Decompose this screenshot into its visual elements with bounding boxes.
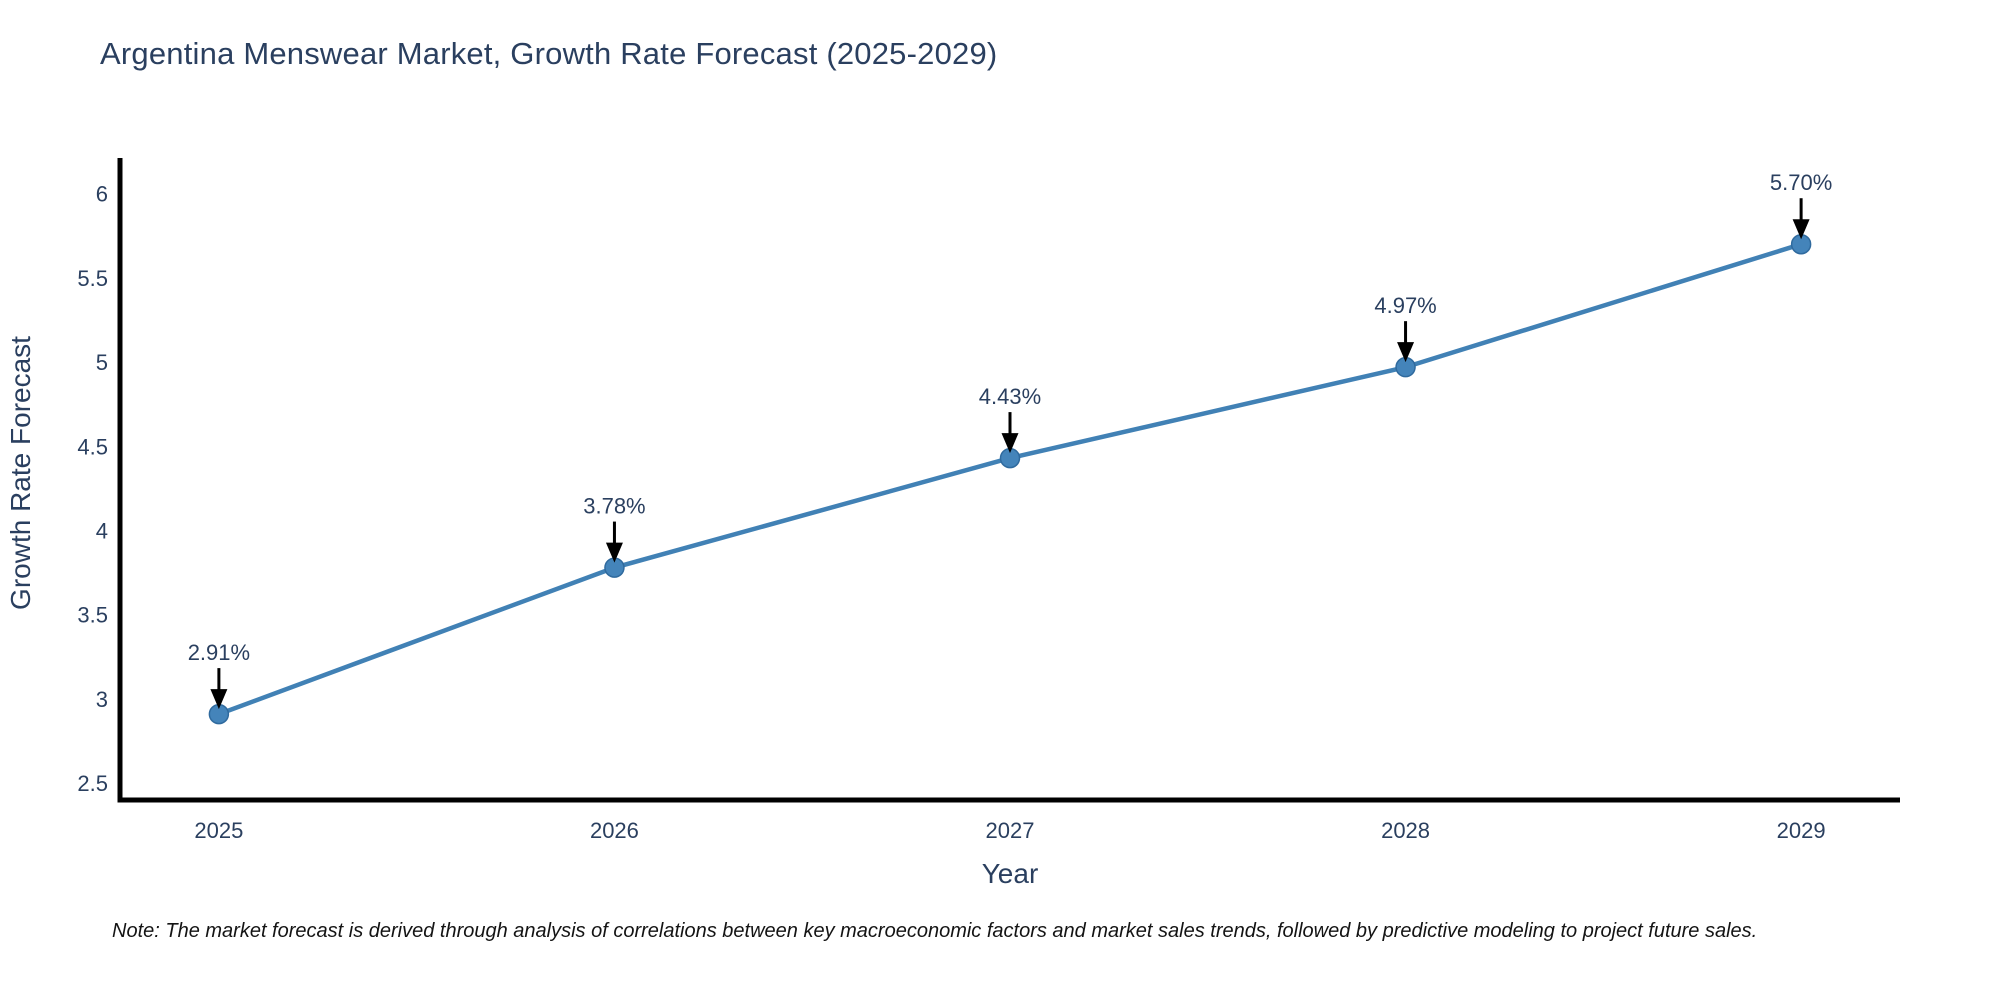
point-label: 4.97% [1374, 293, 1436, 318]
x-tick-label: 2026 [590, 818, 639, 843]
y-tick-label: 3.5 [77, 603, 108, 628]
annotation-arrowhead [1792, 219, 1810, 240]
annotation-arrowhead [210, 689, 228, 710]
point-label: 3.78% [583, 494, 645, 519]
y-tick-label: 6 [96, 182, 108, 207]
x-tick-label: 2025 [194, 818, 243, 843]
y-tick-label: 2.5 [77, 771, 108, 796]
annotation-arrowhead [605, 542, 623, 563]
annotation-arrowhead [1397, 342, 1415, 363]
y-axis-title: Growth Rate Forecast [5, 336, 36, 610]
series-markers [208, 233, 1812, 725]
point-label: 4.43% [979, 384, 1041, 409]
y-tick-label: 4 [96, 519, 108, 544]
y-tick-label: 5 [96, 350, 108, 375]
x-tick-label: 2027 [986, 818, 1035, 843]
annotation-arrowhead [1001, 433, 1019, 454]
x-tick-label: 2029 [1777, 818, 1826, 843]
footnote: Note: The market forecast is derived thr… [112, 920, 1758, 942]
series-line [216, 241, 1804, 717]
x-axis-title: Year [982, 858, 1039, 889]
point-label: 5.70% [1770, 170, 1832, 195]
y-tick-label: 3 [96, 687, 108, 712]
annotation-arrows [210, 198, 1810, 710]
y-tick-label: 4.5 [77, 434, 108, 459]
y-tick-label: 5.5 [77, 266, 108, 291]
point-label: 2.91% [188, 640, 250, 665]
chart-title: Argentina Menswear Market, Growth Rate F… [100, 36, 998, 71]
x-tick-label: 2028 [1381, 818, 1430, 843]
